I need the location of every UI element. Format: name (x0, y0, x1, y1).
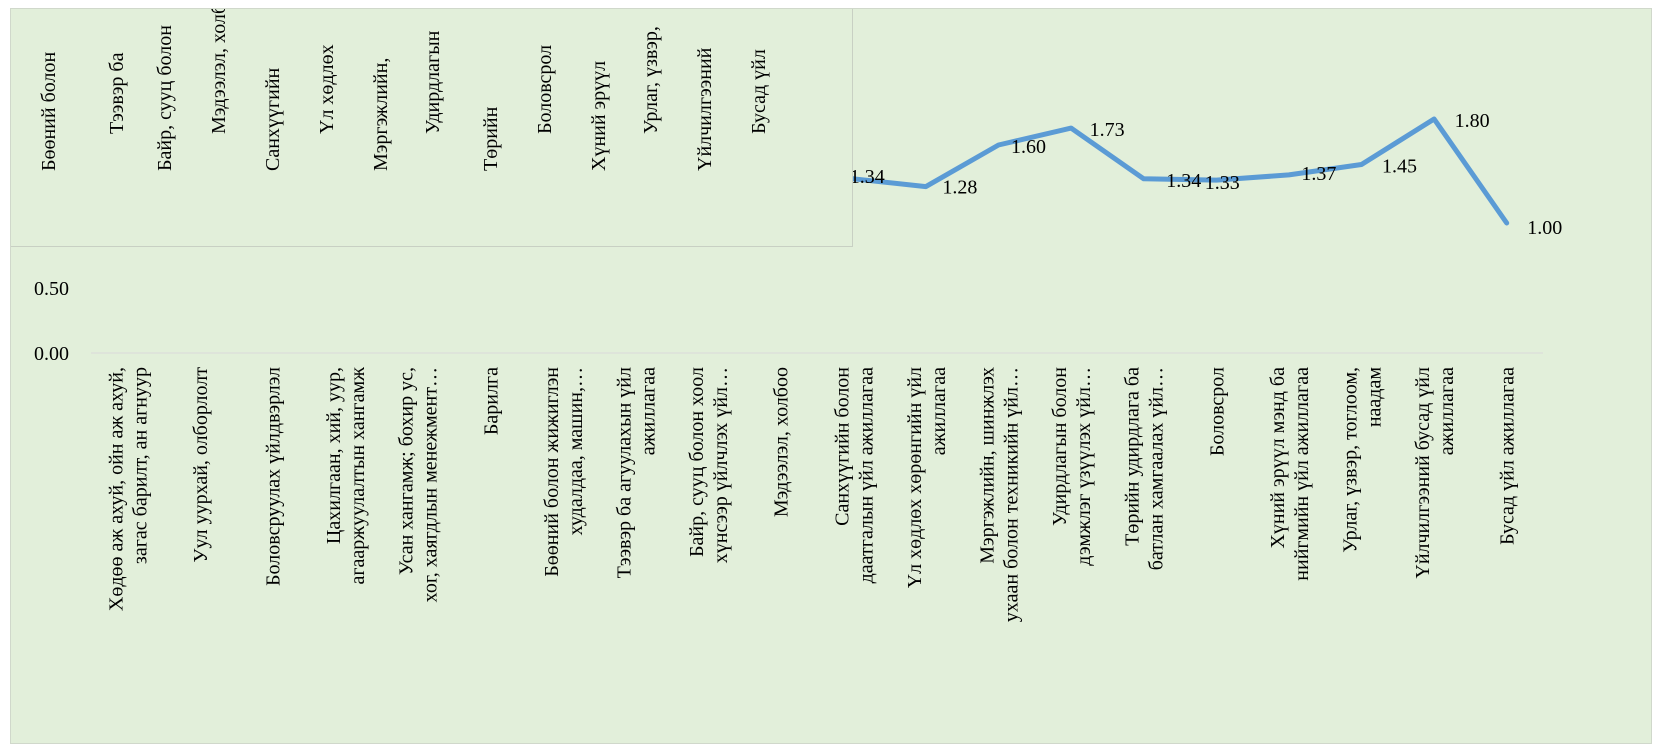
legend-entry: Байр, сууц болон (154, 25, 176, 171)
data-label: 1.34 (850, 166, 885, 188)
legend: Бөөний болон Тээвэр ба Байр, сууц болон Мэд… (11, 9, 853, 247)
x-tick-label-line: хүнсээр үйлчлэх үйл… (710, 367, 732, 563)
legend-entry-label: Үл хөдлөх (316, 44, 338, 134)
x-tick-label: Бөөний болон жижиглэн худалдаа, машин,… (541, 367, 587, 577)
x-tick-label: Уул уурхай, олборлолт (190, 367, 212, 563)
x-tick-label: Санхүүгийн болон даатгалын үйл ажиллагаа (831, 367, 877, 584)
x-tick-label: Хүний эрүүл мэнд ба нийгмийн үйл ажиллага… (1267, 367, 1313, 581)
x-tick-label: Усан хангамж; бохир ус, хог, хаягдлын мен… (396, 367, 442, 602)
x-tick-label-line: дэмжлэг үзүүлэх үйл… (1073, 367, 1095, 566)
legend-entry: Төрийн (480, 106, 502, 171)
legend-entry-label: Санхүүгийн (262, 67, 284, 171)
legend-entry: Урлаг, үзвэр, (640, 26, 662, 134)
legend-entry-label: Үйлчилгээний (694, 47, 716, 171)
legend-entry-label: Удирдлагын (422, 30, 444, 134)
x-tick-label-line: ажиллагаа (928, 367, 950, 455)
x-tick-label-line: Санхүүгийн болон (831, 367, 853, 526)
x-tick-label-line: ажиллагаа (1436, 367, 1458, 455)
x-tick-label-line: Мэдээлэл, холбоо (771, 367, 793, 517)
x-tick-label-line: Тээвэр ба агуулахын үйл (614, 367, 636, 578)
legend-entry-label: Урлаг, үзвэр, (640, 26, 662, 134)
data-label: 1.60 (1011, 136, 1046, 158)
legend-entry: Бусад үйл (748, 49, 770, 134)
data-label: 1.80 (1455, 110, 1490, 132)
legend-entry-label: Төрийн (480, 106, 502, 171)
y-tick-label: 0.50 (34, 278, 69, 300)
x-tick-label: Барилга (480, 367, 502, 435)
x-tick-label-line: хог, хаягдлын менежмент… (420, 367, 442, 602)
x-tick-label: Тээвэр ба агуулахын үйл ажиллагаа (614, 367, 660, 578)
legend-entry: Санхүүгийн (262, 67, 284, 171)
data-label: 1.28 (942, 177, 977, 199)
legend-entry-label: Байр, сууц болон (154, 25, 176, 171)
x-tick-label-line: Бусад үйл ажиллагаа (1497, 367, 1519, 545)
data-label: 1.00 (1527, 217, 1562, 239)
chart-area: 0.00 0.50 1.00 Хөдөө аж ахуй, ойн аж ахуй,… (10, 8, 1652, 744)
x-tick-label: Боловсрол (1206, 367, 1228, 456)
x-tick-label-line: Усан хангамж; бохир ус, (396, 367, 418, 575)
x-tick-label-line: ажиллагаа (638, 367, 660, 455)
x-tick-label-line: Уул уурхай, олборлолт (190, 367, 212, 563)
legend-entry-label: Тээвэр ба (106, 52, 128, 134)
legend-entry-label: Бусад үйл (748, 49, 770, 134)
x-tick-label-line: Боловсрол (1206, 367, 1228, 456)
x-tick-label-line: Хөдөө аж ахуй, ойн аж ахуй, (105, 367, 127, 611)
x-tick-label: Үл хөдлөх хөрөнгийн үйл ажиллагаа (904, 367, 950, 588)
legend-entry: Мэргэжлийн, (370, 58, 392, 171)
legend-entry: Мэдээлэл, холбоо (208, 9, 230, 134)
legend-entry-label: Хүний эрүүл (588, 61, 610, 171)
x-tick-label-line: загас барилт, ан агнуур (129, 367, 151, 564)
legend-entry: Бөөний болон (38, 52, 60, 171)
x-tick-label-line: агааржуулалтын хангамж (347, 367, 369, 585)
x-tick-label-line: ухаан болон техникийн үйл… (1001, 367, 1023, 622)
x-tick-label: Байр, сууц болон хоол хүнсээр үйлчлэх үйл… (686, 367, 732, 563)
legend-entry: Боловсрол (534, 45, 556, 134)
x-tick-label-line: Бөөний болон жижиглэн (541, 367, 563, 577)
x-tick-label-line: Удирдлагын болон (1049, 367, 1071, 526)
legend-entry-label: Мэргэжлийн, (370, 58, 392, 171)
x-tick-label: Үйлчилгээний бусад үйл ажиллагаа (1412, 367, 1458, 579)
legend-entry-label: Боловсрол (534, 45, 556, 134)
x-tick-label-line: Үл хөдлөх хөрөнгийн үйл (904, 367, 926, 588)
x-tick-label-line: Үйлчилгээний бусад үйл (1412, 367, 1434, 579)
legend-entry: Үл хөдлөх (316, 44, 338, 134)
x-tick-label-line: Төрийн удирдлага ба (1122, 367, 1144, 546)
data-label: 1.33 (1205, 172, 1240, 194)
x-tick-label-line: Байр, сууц болон хоол (686, 367, 708, 557)
x-tick-label: Мэдээлэл, холбоо (771, 367, 793, 517)
x-tick-label: Урлаг, үзвэр, тоглоом, наадам (1340, 367, 1386, 553)
x-tick-label: Бусад үйл ажиллагаа (1497, 367, 1519, 545)
x-tick-label: Хөдөө аж ахуй, ойн аж ахуй, загас барилт,… (105, 367, 151, 611)
x-tick-label: Цахилгаан, хий, уур, агааржуулалтын ханга… (323, 367, 369, 585)
x-tick-label-line: худалдаа, машин,… (565, 367, 587, 535)
legend-entry-label: Мэдээлэл, холбоо (208, 9, 230, 134)
data-label: 1.34 (1166, 170, 1201, 192)
data-label: 1.37 (1301, 163, 1336, 185)
x-tick-label-line: Урлаг, үзвэр, тоглоом, (1340, 367, 1362, 553)
x-tick-label: Боловсруулах үйлдвэрлэл (263, 367, 285, 586)
data-label: 1.45 (1382, 156, 1417, 178)
x-tick-label-line: Боловсруулах үйлдвэрлэл (263, 367, 285, 586)
x-tick-label-line: Барилга (480, 367, 502, 435)
x-tick-label: Удирдлагын болон дэмжлэг үзүүлэх үйл… (1049, 367, 1095, 566)
line-chart: 0.00 0.50 1.00 Хөдөө аж ахуй, ойн аж ахуй,… (34, 110, 1562, 622)
x-tick-label-line: батлан хамгаалах үйл… (1146, 367, 1168, 570)
legend-entry: Тээвэр ба (106, 52, 128, 134)
x-tick-label: Мэргэжлийн, шинжлэх ухаан болон техникийн… (977, 367, 1023, 622)
x-tick-label-line: Мэргэжлийн, шинжлэх (977, 367, 999, 564)
x-tick-label-line: нийгмийн үйл ажиллагаа (1291, 367, 1313, 581)
x-tick-label: Төрийн удирдлага ба батлан хамгаалах үйл… (1122, 367, 1168, 570)
x-tick-label-line: даатгалын үйл ажиллагаа (855, 367, 877, 584)
legend-entry-label: Бөөний болон (38, 52, 60, 171)
x-tick-label-line: наадам (1364, 367, 1386, 428)
legend-entry: Үйлчилгээний (694, 47, 716, 171)
legend-entry: Хүний эрүүл (588, 61, 610, 171)
legend-entry: Удирдлагын (422, 30, 444, 134)
x-tick-label-line: Хүний эрүүл мэнд ба (1267, 367, 1289, 549)
x-tick-label-line: Цахилгаан, хий, уур, (323, 367, 345, 544)
y-tick-label: 0.00 (34, 343, 69, 365)
data-label: 1.73 (1090, 119, 1125, 141)
